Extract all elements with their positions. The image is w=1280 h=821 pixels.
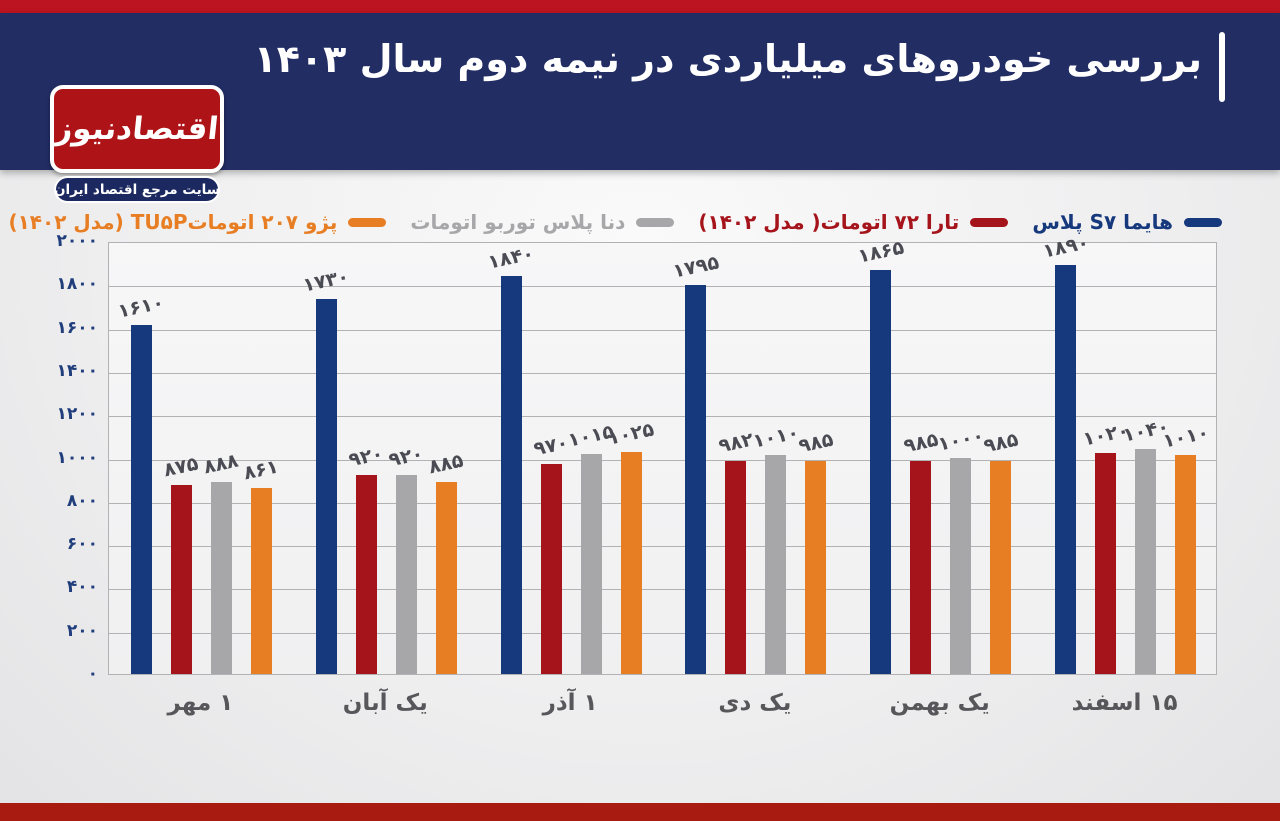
- bar: ۱۸۶۵: [856, 237, 906, 674]
- bar: ۱۰۱۰: [751, 422, 801, 674]
- legend-dash-icon: [348, 217, 387, 227]
- y-axis-label: ۱۰۰۰: [56, 447, 98, 468]
- chart-legend: هایما S۷ پلاس تارا ۷۲ اتومات( مدل ۱۴۰۲) دن…: [0, 204, 1280, 240]
- gridline: [109, 632, 1216, 634]
- x-axis-label: ۱۵ اسفند: [1071, 690, 1178, 716]
- legend-dash-icon: [1184, 217, 1222, 227]
- bar: ۱۷۳۰: [301, 266, 351, 674]
- y-axis-label: ۱۸۰۰: [56, 274, 98, 295]
- x-axis-label: یک آبان: [342, 690, 428, 716]
- bar-value-label: ۱۰۱۰: [750, 421, 801, 453]
- y-axis-label: ۲۰۰۰: [56, 231, 98, 251]
- x-axis-label: یک دی: [718, 690, 792, 716]
- bar-value-label: ۹۲۰: [386, 442, 426, 472]
- bar: ۱۷۹۵: [671, 252, 721, 674]
- legend-label: هایما S۷ پلاس: [1032, 210, 1173, 234]
- bar: ۸۸۸: [202, 449, 241, 674]
- y-axis-label: ۱۶۰۰: [56, 317, 98, 338]
- bar: ۱۰۰۰: [936, 424, 986, 674]
- y-axis-label: ۰: [87, 664, 98, 684]
- bar-value-label: ۱۸۴۰: [486, 242, 537, 274]
- gridline: [109, 589, 1216, 591]
- chart-plot-area: ۱۶۱۰ ۸۷۵ ۸۸۸ ۸۶۱ ۱۷۳۰ ۹۲۰ ۹۲۰ ۸۸۵ ۱۸۴۰ ۹۷۰ ۱۰۱۵ ۱۰۲…: [108, 231, 1217, 675]
- bar-value-label: ۹۸۵: [901, 428, 941, 458]
- bar: ۸۸۵: [427, 450, 466, 674]
- y-axis-label: ۶۰۰: [66, 534, 98, 555]
- y-axis-label: ۴۰۰: [66, 577, 98, 598]
- bar: ۹۸۵: [901, 428, 940, 674]
- bar-group: ۱۷۳۰ ۹۲۰ ۹۲۰ ۸۸۵: [301, 266, 466, 674]
- bar-value-label: ۸۸۸: [202, 449, 241, 479]
- bar-value-label: ۸۶۱: [242, 455, 281, 484]
- bar: ۹۸۲: [717, 429, 755, 674]
- bar-group: ۱۸۹۰ ۱۰۲۰ ۱۰۴۰ ۱۰۱۰: [1041, 231, 1211, 674]
- bar-value-label: ۹۸۵: [981, 428, 1021, 458]
- x-axis-label: ۱ آذر: [542, 690, 598, 716]
- legend-label: دنا پلاس توربو اتومات: [410, 210, 626, 234]
- bar-value-label: ۹۲۰: [346, 442, 386, 472]
- y-axis-label: ۲۰۰: [66, 620, 98, 641]
- gridline: [109, 546, 1216, 548]
- bar-value-label: ۸۸۵: [426, 450, 466, 479]
- bar-value-label: ۱۶۱۰: [116, 291, 167, 324]
- bar-value-label: ۱۷۳۰: [301, 265, 352, 298]
- gridline: [109, 286, 1216, 288]
- bar: ۹۲۰: [347, 442, 386, 674]
- bar: ۱۸۴۰: [486, 242, 536, 674]
- bar: ۱۰۱۵: [566, 421, 616, 674]
- bar: ۱۰۲۰: [1081, 420, 1131, 674]
- bar: ۸۷۵: [162, 452, 201, 674]
- bar: ۸۶۱: [242, 455, 281, 674]
- bar: ۹۲۰: [387, 442, 426, 674]
- legend-item: تارا ۷۲ اتومات( مدل ۱۴۰۲): [698, 210, 1009, 234]
- bar-value-label: ۱۰۰۰: [935, 423, 986, 456]
- gridline: [109, 372, 1216, 374]
- gridline: [109, 416, 1216, 418]
- bar: ۱۰۱۰: [1161, 422, 1211, 674]
- gridline: [109, 459, 1216, 461]
- legend-dash-icon: [970, 217, 1009, 227]
- bar-value-label: ۹۸۵: [796, 428, 836, 458]
- bar: ۱۰۴۰: [1121, 415, 1171, 674]
- bar: ۱۸۹۰: [1041, 231, 1091, 674]
- bar: ۹۸۵: [981, 428, 1020, 674]
- bar-value-label: ۱۸۶۵: [855, 236, 906, 268]
- logo-wordmark: اقتصادنیوز: [53, 111, 221, 147]
- bottom-accent-strip: [0, 803, 1280, 821]
- logo-tagline-pill: سایت مرجع اقتصاد ایران: [54, 176, 220, 203]
- bar: ۱۶۱۰: [116, 292, 166, 674]
- eghtesadnews-logo: اقتصادنیوز: [50, 85, 224, 173]
- bar-group: ۱۶۱۰ ۸۷۵ ۸۸۸ ۸۶۱: [116, 292, 281, 674]
- gridline: [109, 329, 1216, 331]
- bar-group: ۱۷۹۵ ۹۸۲ ۱۰۱۰ ۹۸۵: [671, 252, 835, 674]
- gridline: [109, 502, 1216, 504]
- y-axis-label: ۸۰۰: [66, 490, 98, 511]
- top-accent-strip: [0, 0, 1280, 13]
- bar-value-label: ۸۷۵: [162, 452, 201, 481]
- legend-label: پژو ۲۰۷ اتوماتTU۵P (مدل ۱۴۰۲): [8, 210, 338, 234]
- logo-tagline: سایت مرجع اقتصاد ایران: [53, 181, 221, 198]
- legend-item: دنا پلاس توربو اتومات: [410, 210, 675, 234]
- bar: ۹۸۵: [797, 428, 835, 674]
- legend-item: پژو ۲۰۷ اتوماتTU۵P (مدل ۱۴۰۲): [8, 210, 387, 234]
- bar-value-label: ۱۰۲۵: [606, 418, 657, 450]
- bar-group: ۱۸۴۰ ۹۷۰ ۱۰۱۵ ۱۰۲۵: [486, 242, 656, 674]
- y-axis-label: ۱۲۰۰: [56, 404, 98, 425]
- legend-label: تارا ۷۲ اتومات( مدل ۱۴۰۲): [698, 210, 960, 234]
- x-axis-label: یک بهمن: [889, 690, 990, 716]
- bar: ۹۷۰: [532, 432, 570, 674]
- bar-value-label: ۹۷۰: [531, 431, 571, 461]
- x-axis-label: ۱ مهر: [167, 690, 234, 716]
- bar-value-label: ۱۷۹۵: [670, 251, 721, 283]
- bar-group: ۱۸۶۵ ۹۸۵ ۱۰۰۰ ۹۸۵: [856, 237, 1020, 674]
- legend-dash-icon: [636, 217, 675, 227]
- page-title: بررسی خودروهای میلیاردی در نیمه دوم سال …: [253, 37, 1202, 81]
- y-axis-label: ۱۴۰۰: [56, 360, 98, 381]
- legend-item: هایما S۷ پلاس: [1032, 210, 1222, 234]
- title-accent-bar: [1219, 32, 1225, 102]
- bar: ۱۰۲۵: [606, 419, 656, 674]
- bar-value-label: ۹۸۲: [716, 429, 756, 458]
